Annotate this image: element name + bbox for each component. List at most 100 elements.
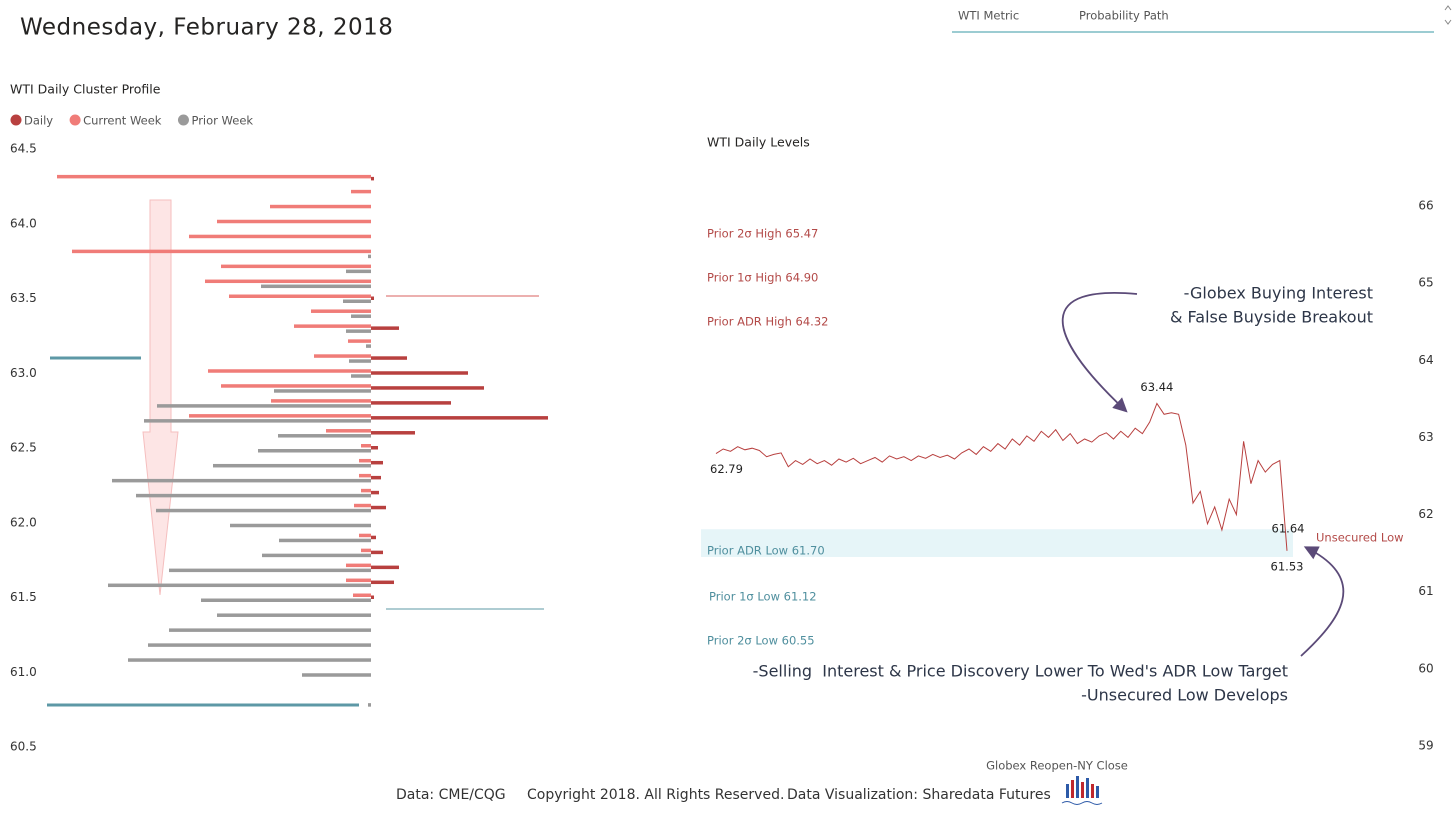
level-label: Prior 2σ Low 60.55 <box>707 634 815 648</box>
profile-bar <box>371 580 394 585</box>
profile-bar <box>278 434 371 438</box>
chart-title: WTI Daily Levels <box>707 135 810 150</box>
tab[interactable]: WTI Metric <box>958 9 1019 23</box>
profile-bar <box>229 294 371 298</box>
y-tick-label: 63 <box>1418 430 1433 444</box>
page-title: Wednesday, February 28, 2018 <box>20 15 393 41</box>
profile-bar <box>371 296 374 300</box>
profile-bar <box>271 399 371 403</box>
legend-marker <box>69 114 81 126</box>
profile-bar <box>371 475 381 480</box>
profile-bar <box>353 593 371 597</box>
level-label: Prior 1σ Low 61.12 <box>709 590 817 604</box>
profile-bar <box>189 414 371 418</box>
y-tick-label: 64.0 <box>10 216 37 230</box>
price-line <box>715 402 1288 551</box>
profile-bar <box>270 204 371 209</box>
profile-bar <box>205 279 371 284</box>
legend-label: Current Week <box>83 114 162 128</box>
level-label: Prior 1σ High 64.90 <box>707 271 818 285</box>
profile-bar <box>314 354 371 358</box>
data-label: 61.53 <box>1271 559 1304 573</box>
y-tick-label: 61.5 <box>10 590 37 604</box>
profile-bar <box>349 359 371 363</box>
profile-bar <box>368 703 371 707</box>
profile-bar <box>221 264 371 269</box>
adr-low-zone <box>701 529 1293 557</box>
legend-marker <box>10 114 22 126</box>
profile-bar <box>217 613 371 617</box>
profile-bar <box>371 176 374 181</box>
profile-bar <box>371 386 484 390</box>
profile-bar <box>279 538 371 543</box>
data-label: 62.79 <box>710 462 743 476</box>
legend-label: Prior Week <box>191 114 253 128</box>
profile-bar <box>128 658 371 662</box>
y-tick-label: 63.0 <box>10 366 37 380</box>
profile-bar <box>343 299 371 303</box>
y-tick-label: 59 <box>1418 739 1433 753</box>
profile-bar <box>72 249 371 254</box>
profile-bar <box>371 356 407 360</box>
profile-bar <box>294 324 371 328</box>
x-axis-label: Globex Reopen-NY Close <box>986 759 1128 773</box>
profile-bar <box>189 234 371 239</box>
tab[interactable]: Probability Path <box>1079 9 1169 23</box>
profile-bar <box>311 309 371 313</box>
annotation-arrow <box>1300 546 1345 657</box>
profile-bar <box>201 598 371 602</box>
footer-text: Data Visualization: Sharedata Futures <box>787 787 1051 803</box>
profile-bar <box>326 429 371 433</box>
profile-bar <box>302 673 371 677</box>
profile-bar <box>261 284 371 289</box>
profile-bar <box>371 401 451 405</box>
y-tick-label: 62.0 <box>10 515 37 529</box>
annotation: -Selling Interest & Price Discovery Lowe… <box>753 662 1288 681</box>
profile-bar <box>371 490 379 495</box>
profile-bar <box>354 503 371 508</box>
level-label: Prior 2σ High 65.47 <box>707 227 818 241</box>
y-tick-label: 60.5 <box>10 740 37 754</box>
profile-bar <box>136 493 371 498</box>
footer-text: Data: CME/CQG <box>396 787 506 803</box>
y-tick-label: 64.5 <box>10 142 37 156</box>
profile-bar <box>346 563 371 568</box>
profile-bar <box>359 458 371 463</box>
profile-bar <box>371 460 383 465</box>
profile-bar <box>371 431 415 435</box>
profile-bar <box>346 578 371 583</box>
profile-bar <box>57 174 371 179</box>
annotation: -Globex Buying Interest <box>1184 284 1373 303</box>
profile-bar <box>361 444 371 448</box>
y-tick-label: 60 <box>1418 661 1433 675</box>
legend-marker <box>177 114 189 126</box>
profile-bar <box>371 326 399 330</box>
scroll-arrows[interactable] <box>1444 5 1452 25</box>
legend-label: Daily <box>24 114 53 128</box>
annotation: 61.64 <box>1272 522 1305 536</box>
profile-bar <box>351 374 371 378</box>
profile-bar <box>217 219 371 224</box>
annotation: & False Buyside Breakout <box>1170 308 1373 327</box>
profile-bar <box>371 446 378 450</box>
logo <box>1061 776 1103 805</box>
profile-bar <box>221 384 371 388</box>
y-tick-label: 61.0 <box>10 665 37 679</box>
annotation: Unsecured Low <box>1316 531 1404 545</box>
y-tick-label: 62.5 <box>10 441 37 455</box>
profile-bar <box>371 505 386 510</box>
profile-bar <box>361 488 371 493</box>
y-tick-label: 62 <box>1418 507 1433 521</box>
profile-bar <box>368 254 371 259</box>
profile-bar <box>346 329 371 333</box>
profile-bar <box>371 595 374 599</box>
profile-bar <box>361 548 371 553</box>
annotation: -Unsecured Low Develops <box>1081 686 1288 705</box>
profile-bar <box>371 550 383 555</box>
level-label: Prior ADR Low 61.70 <box>707 544 825 558</box>
direction-arrow <box>142 199 179 596</box>
profile-bar <box>371 371 468 375</box>
profile-bar <box>371 565 399 570</box>
profile-bar <box>230 523 371 528</box>
